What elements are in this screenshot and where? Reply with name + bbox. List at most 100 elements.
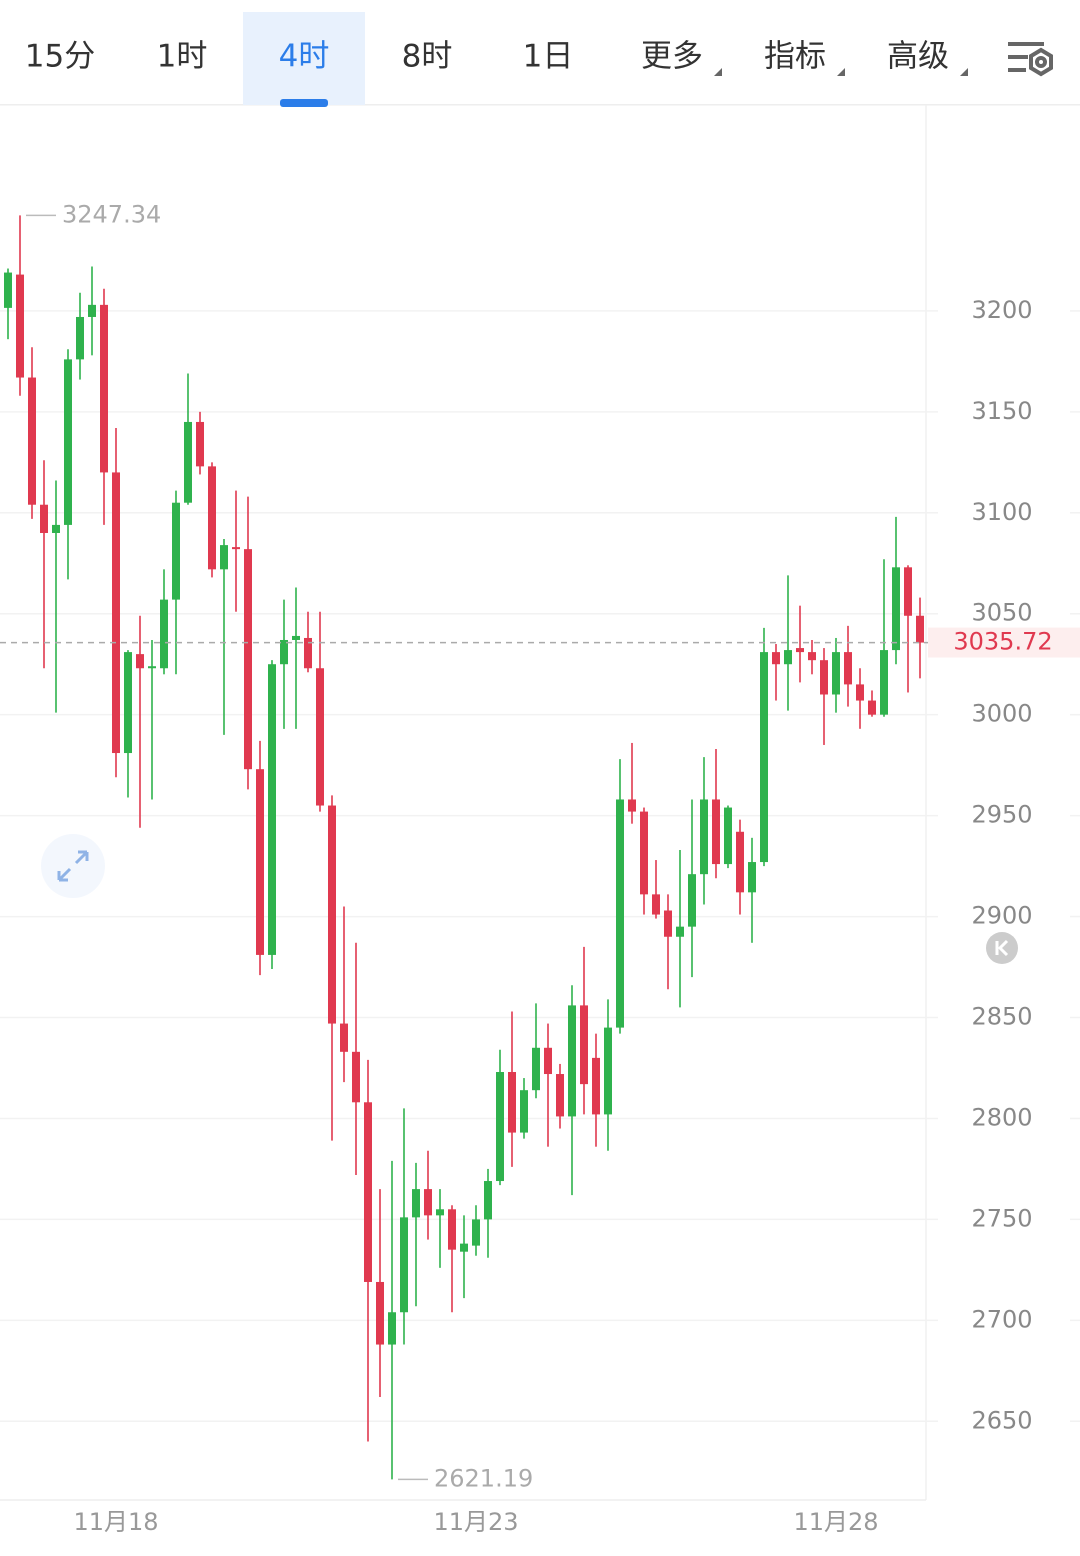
settings-icon[interactable] bbox=[1008, 42, 1053, 77]
candle-body bbox=[88, 304, 96, 317]
y-tick-label: 3000 bbox=[971, 700, 1032, 728]
candle-body bbox=[172, 502, 180, 600]
candle-body bbox=[400, 1217, 408, 1313]
candle-body bbox=[64, 359, 72, 525]
tab[interactable]: 指标 bbox=[764, 39, 826, 75]
candle-body bbox=[772, 652, 780, 665]
tab[interactable]: 4时 bbox=[279, 39, 330, 75]
candle-body bbox=[268, 664, 276, 955]
candle-body bbox=[124, 652, 132, 754]
y-tick-label: 3050 bbox=[971, 599, 1032, 627]
candle-body bbox=[100, 304, 108, 473]
candle-body bbox=[472, 1219, 480, 1246]
candle-body bbox=[892, 567, 900, 651]
candle-body bbox=[448, 1209, 456, 1250]
y-tick-label: 2650 bbox=[971, 1406, 1032, 1434]
candle-body bbox=[568, 1005, 576, 1117]
candle-body bbox=[544, 1047, 552, 1075]
candle-body bbox=[28, 377, 36, 505]
candle-body bbox=[664, 910, 672, 937]
y-tick-label: 3100 bbox=[971, 498, 1032, 526]
candle-body bbox=[712, 799, 720, 865]
candle-body bbox=[148, 666, 156, 669]
reset-icon bbox=[995, 939, 1009, 957]
candle-body bbox=[916, 615, 924, 643]
candle-body bbox=[868, 700, 876, 715]
candle-body bbox=[4, 272, 12, 308]
max-label: 3247.34 bbox=[62, 200, 161, 228]
expand-button[interactable] bbox=[41, 834, 105, 898]
y-tick-label: 2700 bbox=[971, 1305, 1032, 1333]
candle-body bbox=[232, 547, 240, 550]
candle-body bbox=[76, 316, 84, 360]
active-tab-indicator bbox=[280, 99, 328, 107]
candle-body bbox=[304, 637, 312, 669]
min-label: 2621.19 bbox=[434, 1464, 533, 1492]
candle-body bbox=[136, 654, 144, 669]
expand-bg bbox=[41, 834, 105, 898]
candle-body bbox=[784, 650, 792, 665]
tab[interactable]: 15分 bbox=[25, 39, 95, 75]
candle-body bbox=[808, 652, 816, 661]
y-tick-label: 3150 bbox=[971, 397, 1032, 425]
candle-body bbox=[652, 894, 660, 915]
dropdown-caret bbox=[960, 68, 968, 76]
candle-body bbox=[292, 635, 300, 640]
y-tick-label: 2800 bbox=[971, 1103, 1032, 1131]
candle-body bbox=[208, 466, 216, 570]
candle-body bbox=[484, 1181, 492, 1220]
tab[interactable]: 1日 bbox=[523, 39, 574, 75]
candle-body bbox=[532, 1047, 540, 1091]
x-tick-label: 11月23 bbox=[433, 1508, 518, 1536]
x-tick-label: 11月28 bbox=[793, 1508, 878, 1536]
candle-body bbox=[40, 504, 48, 533]
icon-hex bbox=[1029, 47, 1053, 77]
y-tick-label: 2750 bbox=[971, 1204, 1032, 1232]
candle-body bbox=[904, 567, 912, 616]
reset-button[interactable] bbox=[986, 932, 1018, 964]
candle-body bbox=[592, 1057, 600, 1115]
candle-body bbox=[160, 599, 168, 669]
candle-body bbox=[520, 1090, 528, 1133]
tab[interactable]: 8时 bbox=[402, 39, 453, 75]
candle-body bbox=[640, 811, 648, 895]
tab[interactable]: 更多 bbox=[641, 39, 703, 75]
candle-body bbox=[844, 652, 852, 685]
candle-body bbox=[508, 1072, 516, 1133]
candle-body bbox=[16, 274, 24, 378]
candle-body bbox=[364, 1102, 372, 1282]
header-divider bbox=[0, 104, 1080, 106]
y-tick-label: 2850 bbox=[971, 1003, 1032, 1031]
tab[interactable]: 高级 bbox=[887, 39, 949, 75]
candle-body bbox=[760, 652, 768, 863]
last-price-label: 3035.72 bbox=[953, 628, 1052, 656]
candle-body bbox=[880, 650, 888, 715]
candle-body bbox=[724, 807, 732, 865]
y-tick-label: 3200 bbox=[971, 296, 1032, 324]
candle-body bbox=[376, 1281, 384, 1345]
candle-body bbox=[748, 862, 756, 893]
candle-body bbox=[676, 926, 684, 937]
candle-body bbox=[112, 472, 120, 754]
active-tab-bg bbox=[243, 12, 365, 105]
candle-body bbox=[700, 799, 708, 875]
candle-body bbox=[184, 421, 192, 503]
dropdown-caret bbox=[837, 68, 845, 76]
candle-body bbox=[424, 1189, 432, 1216]
candle-body bbox=[220, 545, 228, 570]
candle-body bbox=[256, 769, 264, 955]
icon-dot bbox=[1035, 56, 1047, 68]
candle-body bbox=[412, 1189, 420, 1218]
candle-body bbox=[52, 524, 60, 533]
candle-body bbox=[436, 1209, 444, 1216]
candle-body bbox=[496, 1072, 504, 1182]
tab[interactable]: 1时 bbox=[157, 39, 208, 75]
candle-body bbox=[352, 1051, 360, 1103]
candle-body bbox=[604, 1027, 612, 1115]
candle-body bbox=[280, 639, 288, 665]
candle-body bbox=[628, 799, 636, 812]
candle-body bbox=[460, 1243, 468, 1252]
candle-body bbox=[340, 1023, 348, 1052]
